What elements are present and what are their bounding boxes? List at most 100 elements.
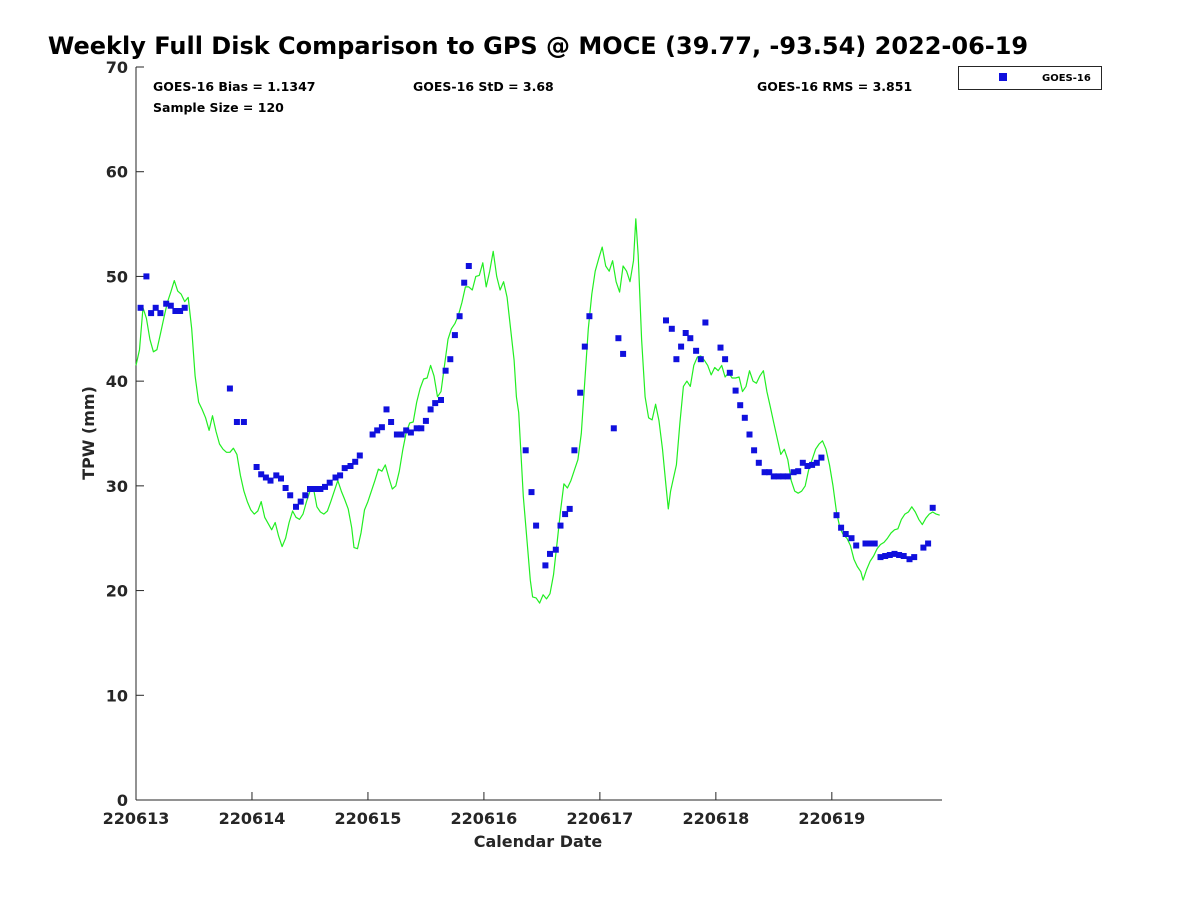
x-axis-ticks: 220613 220614 220615 220616 220617 220618 2206… <box>103 792 865 828</box>
goes-16-point <box>929 504 936 511</box>
x-tick-label: 220615 <box>335 809 402 828</box>
goes-16-point <box>167 302 174 309</box>
goes-16-point <box>258 471 265 478</box>
goes-16-point <box>374 427 381 434</box>
goes-16-point <box>678 343 685 350</box>
goes-16-point <box>799 459 806 466</box>
rms-stat: GOES-16 RMS = 3.851 <box>757 79 912 94</box>
goes-16-point <box>413 425 420 432</box>
goes-16-point <box>906 556 913 563</box>
goes-16-point <box>577 389 584 396</box>
goes-16-point <box>726 369 733 376</box>
goes-16-point <box>766 469 773 476</box>
goes-16-point <box>422 417 429 424</box>
goes-16-point <box>838 524 845 531</box>
goes-16-point <box>307 486 313 492</box>
goes-16-point <box>620 350 627 357</box>
goes-16-point <box>867 540 874 547</box>
goes-16-point <box>322 483 328 490</box>
goes-16-point <box>784 473 791 480</box>
x-tick-label: 220619 <box>798 809 865 828</box>
std-stat: GOES-16 StD = 3.68 <box>413 79 554 94</box>
y-tick-label: 40 <box>106 372 128 391</box>
goes-16-point <box>557 522 564 529</box>
goes-16-point <box>911 554 918 561</box>
goes-16-point <box>552 546 559 553</box>
goes-16-point <box>775 473 782 480</box>
goes-16-point <box>746 431 753 438</box>
goes-16-point <box>770 473 777 480</box>
sample-size-stat: Sample Size = 120 <box>153 100 284 115</box>
goes-16-point <box>900 553 907 559</box>
goes-16-point <box>542 562 549 569</box>
goes-16-point <box>751 447 758 454</box>
legend: GOES-16 <box>958 66 1102 90</box>
goes-16-point <box>702 319 709 326</box>
y-tick-label: 70 <box>106 58 128 77</box>
goes-16-point <box>615 335 622 342</box>
goes-16-point <box>833 512 840 519</box>
goes-16-point <box>456 313 463 320</box>
goes-16-point <box>398 431 405 438</box>
y-tick-label: 30 <box>106 477 128 496</box>
goes-16-point <box>278 475 284 482</box>
goes-16-point <box>337 472 344 479</box>
goes-16-point <box>297 498 304 505</box>
goes-16-point <box>302 492 309 499</box>
chart-title: Weekly Full Disk Comparison to GPS @ MOC… <box>48 32 1028 60</box>
goes-16-point <box>610 425 617 432</box>
goes-16-point <box>547 550 553 557</box>
plot-area: 0 10 20 30 40 50 60 70 220613 220614 220615 220616… <box>103 58 942 828</box>
x-tick-label: 220614 <box>219 809 286 828</box>
goes-16-point <box>403 427 410 434</box>
goes-16-point <box>761 469 768 476</box>
goes-16-point <box>332 474 339 481</box>
goes-16-point <box>326 479 333 486</box>
goes-16-point <box>925 540 932 547</box>
goes-16-point <box>871 540 878 547</box>
goes-16-point <box>352 458 359 465</box>
goes-16-point <box>732 387 739 394</box>
goes-16-point <box>347 463 354 469</box>
goes-16-point <box>818 454 825 461</box>
goes-16-point <box>848 535 855 542</box>
goes-16-point <box>143 273 150 280</box>
goes-16-point <box>862 540 869 547</box>
goes-16-point <box>755 459 762 466</box>
goes-16-point <box>240 419 247 425</box>
x-tick-label: 220616 <box>451 809 518 828</box>
goes-16-point <box>383 406 390 413</box>
y-axis-ticks: 0 10 20 30 40 50 60 70 <box>106 58 144 810</box>
goes-16-point <box>407 429 414 436</box>
goes-16-point <box>663 317 669 324</box>
goes-16-point <box>586 313 593 320</box>
goes-16-point <box>813 459 820 466</box>
goes-16-point <box>312 486 319 492</box>
goes-16-point <box>571 447 578 454</box>
gps-series <box>135 218 940 604</box>
goes-16-point <box>287 492 294 499</box>
goes-16-point <box>163 300 170 307</box>
goes-16-point <box>177 308 184 314</box>
goes-16-point <box>668 325 675 332</box>
goes-16-point <box>528 489 535 496</box>
goes-16-point <box>687 335 694 342</box>
goes-16-point <box>282 485 289 491</box>
goes-16-point <box>920 544 927 551</box>
goes-16-point <box>378 424 385 431</box>
goes-16-point <box>442 367 449 374</box>
gps-line <box>135 218 940 604</box>
goes-16-point <box>717 344 724 351</box>
goes-16-point <box>267 477 274 484</box>
goes-16-point <box>562 511 569 518</box>
goes-16-point <box>795 468 802 475</box>
goes-16-point <box>172 308 179 314</box>
goes-16-point <box>566 505 573 512</box>
x-tick-label: 220618 <box>682 809 749 828</box>
goes-16-point <box>369 431 376 438</box>
legend-marker <box>999 73 1007 81</box>
goes-16-point <box>581 343 588 350</box>
y-tick-label: 20 <box>106 582 128 601</box>
goes-16-point <box>853 542 860 549</box>
legend-label: GOES-16 <box>1042 73 1091 84</box>
